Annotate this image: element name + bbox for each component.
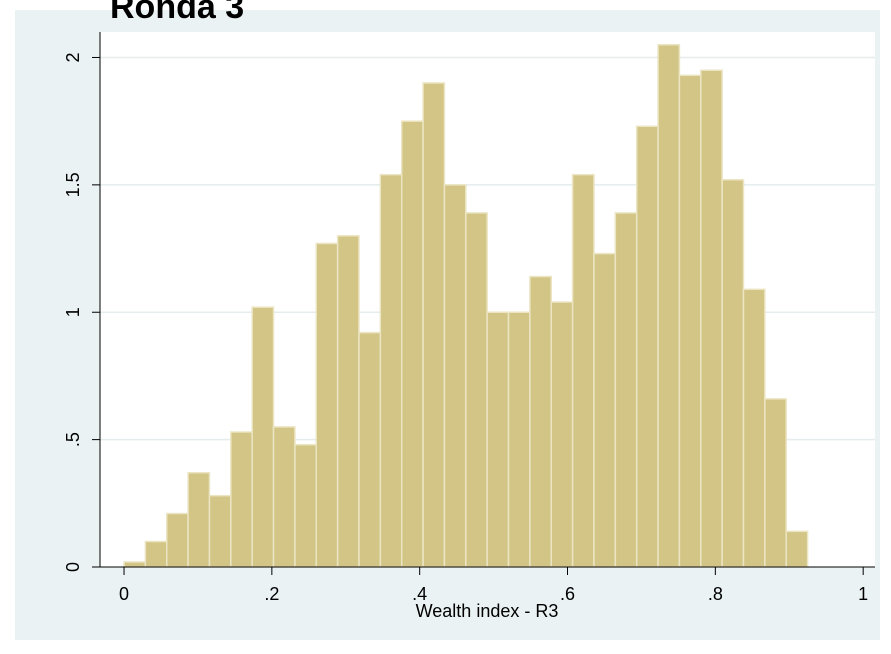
bar (443, 184, 467, 568)
bar (785, 530, 809, 568)
y-tick-label: 2 (63, 52, 83, 62)
bar (379, 173, 403, 568)
bar (165, 512, 189, 568)
bar (593, 252, 617, 568)
bar (742, 288, 766, 568)
bar (486, 311, 510, 568)
bar (144, 540, 168, 568)
x-tick-label: .4 (412, 584, 427, 604)
x-tick-label: .6 (560, 584, 575, 604)
y-tick-label: 0 (63, 562, 83, 572)
bar (465, 212, 488, 568)
bar (635, 125, 659, 568)
x-axis-label: Wealth index - R3 (416, 601, 559, 621)
bar (230, 431, 253, 568)
bar (251, 306, 275, 568)
bar (358, 331, 382, 568)
bar (678, 74, 702, 568)
bar (657, 43, 681, 568)
bar (336, 235, 360, 568)
bar (315, 242, 339, 568)
y-tick-label: 1 (63, 307, 83, 317)
x-tick-label: .8 (708, 584, 723, 604)
y-tick-label: 1.5 (63, 172, 83, 197)
bar (721, 179, 745, 568)
bar (272, 426, 296, 568)
bar (422, 82, 446, 568)
x-tick-label: .2 (264, 584, 279, 604)
bar (614, 212, 638, 568)
x-tick-label: 1 (858, 584, 868, 604)
bar (123, 561, 147, 568)
bar (294, 443, 318, 568)
bar (208, 494, 232, 568)
bar (529, 275, 553, 568)
y-tick-label: .5 (63, 432, 83, 447)
bar (187, 471, 211, 568)
x-tick-label: 0 (119, 584, 129, 604)
bar (764, 398, 787, 568)
bar (700, 69, 723, 568)
chart-title: Ronda 3 (110, 0, 244, 26)
bar (400, 120, 424, 568)
bar (507, 311, 531, 568)
bar (550, 301, 574, 568)
bar (571, 173, 595, 568)
